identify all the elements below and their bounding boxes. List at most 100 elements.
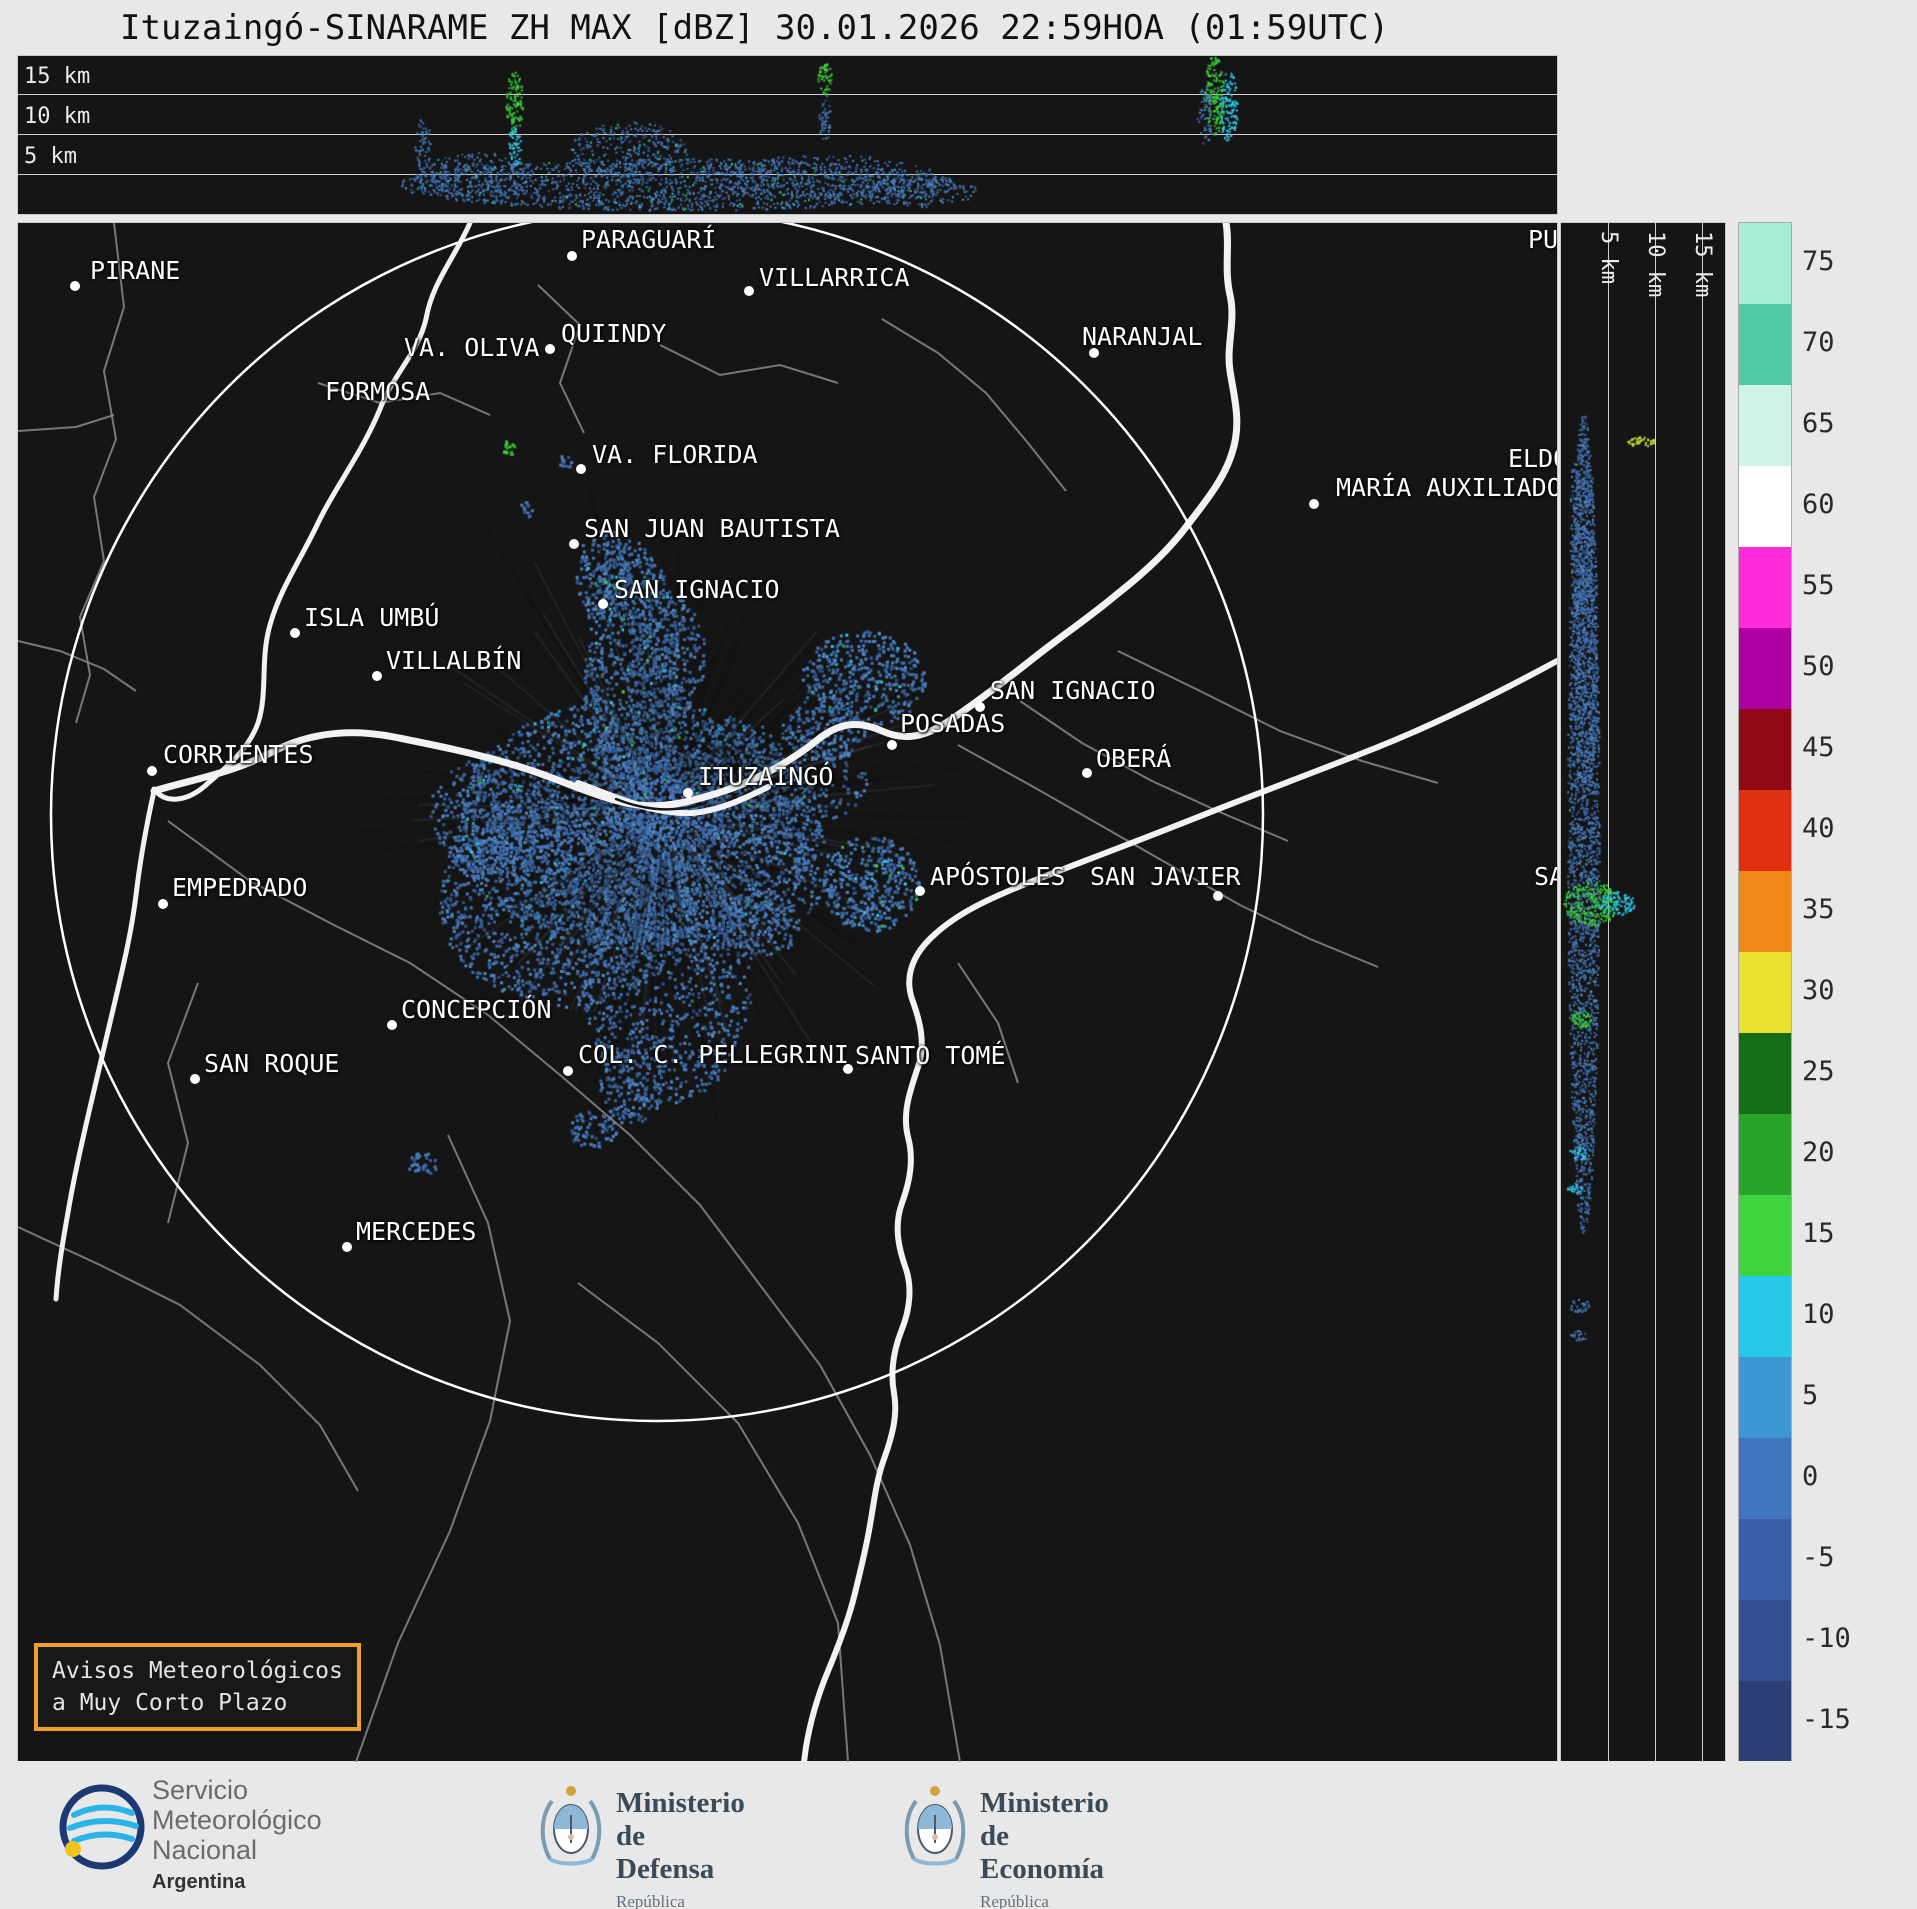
province-border bbox=[167, 820, 961, 1762]
city-layer: PIRANE PARAGUARÍ VILLARRICA QUIINDY VA. OLIV… bbox=[18, 223, 1557, 1762]
colorbar-tick-label: 40 bbox=[1802, 812, 1835, 844]
colorbar-tick-label: 65 bbox=[1802, 407, 1835, 439]
ministry-label: Ministerio bbox=[616, 1787, 745, 1819]
city-label: PIRANE bbox=[90, 256, 181, 285]
city-dot bbox=[975, 702, 985, 712]
city-dot bbox=[1082, 768, 1092, 778]
axis-label-5km: 5 km bbox=[1596, 231, 1621, 284]
city-label: POSADAS bbox=[900, 709, 1006, 738]
axis-label-10km: 10 km bbox=[24, 104, 91, 129]
city-dot bbox=[190, 1074, 200, 1084]
province-border bbox=[18, 1226, 359, 1492]
colorbar-tick-label: 70 bbox=[1802, 326, 1835, 358]
colorbar-tick-label: 25 bbox=[1802, 1055, 1835, 1087]
colorbar-segment bbox=[1739, 1357, 1791, 1439]
river bbox=[150, 223, 1241, 810]
smn-line-3: Nacional bbox=[152, 1835, 258, 1865]
city-dot bbox=[683, 788, 693, 798]
colorbar-tick-label: 75 bbox=[1802, 245, 1835, 277]
city-label: MERCEDES bbox=[356, 1217, 477, 1246]
smn-logo-icon bbox=[59, 1784, 145, 1870]
city-dot bbox=[1309, 499, 1319, 509]
coat-of-arms-icon bbox=[540, 1786, 602, 1866]
city-label: FORMOSA bbox=[325, 377, 431, 406]
city-label: ITUZAINGÓ bbox=[698, 762, 834, 791]
colorbar-tick-label: 60 bbox=[1802, 488, 1835, 520]
warning-line-1: Avisos Meteorológicos bbox=[52, 1658, 343, 1684]
colorbar-tick-label: 0 bbox=[1802, 1460, 1819, 1492]
colorbar-segment bbox=[1739, 1600, 1791, 1682]
smn-wordmark: Servicio Meteorológico Nacional Argentin… bbox=[152, 1775, 322, 1897]
colorbar-tick-label: -15 bbox=[1802, 1703, 1851, 1735]
footer: Servicio Meteorológico Nacional Argentin… bbox=[0, 1761, 1917, 1909]
city-dot bbox=[387, 1020, 397, 1030]
colorbar-segment bbox=[1739, 304, 1791, 386]
province-border bbox=[957, 744, 1379, 968]
city-label: PARAGUARÍ bbox=[581, 225, 717, 254]
province-border bbox=[166, 982, 199, 1224]
city-dot bbox=[1213, 891, 1223, 901]
province-border bbox=[355, 1134, 512, 1762]
city-label: MARÍA AUXILIADOR bbox=[1336, 473, 1558, 502]
province-border bbox=[1117, 650, 1439, 784]
city-label: SANTO TOMÉ bbox=[855, 1041, 1006, 1070]
axis-label-15km: 15 km bbox=[1690, 231, 1715, 298]
page-title: Ituzaingó-SINARAME ZH MAX [dBZ] 30.01.20… bbox=[120, 8, 1390, 48]
colorbar-tick-label: 10 bbox=[1802, 1298, 1835, 1330]
province-border bbox=[957, 962, 1019, 1084]
city-label: NARANJAL bbox=[1082, 322, 1203, 351]
city-label: VA. FLORIDA bbox=[592, 440, 758, 469]
city-dot bbox=[545, 344, 555, 354]
colorbar-tick-label: 15 bbox=[1802, 1217, 1835, 1249]
city-label: VA. OLIVA bbox=[404, 333, 540, 362]
city-dot bbox=[598, 599, 608, 609]
colorbar-segment bbox=[1739, 1438, 1791, 1520]
city-dot bbox=[563, 1066, 573, 1076]
axis-label-15km: 15 km bbox=[24, 64, 91, 89]
top-cross-section-panel: 15 km 10 km 5 km bbox=[17, 55, 1558, 215]
province-border bbox=[537, 284, 585, 434]
axis-label-5km: 5 km bbox=[24, 144, 77, 169]
city-label: SAN IGNACIO bbox=[990, 676, 1156, 705]
colorbar-tick-label: 5 bbox=[1802, 1379, 1819, 1411]
city-dot bbox=[342, 1242, 352, 1252]
province-border bbox=[881, 318, 1067, 492]
colorbar-tick-label: 20 bbox=[1802, 1136, 1835, 1168]
colorbar-segment bbox=[1739, 1195, 1791, 1277]
city-dot bbox=[915, 886, 925, 896]
ministry-economia-text: Ministerio de Economía República Argenti… bbox=[980, 1787, 1109, 1909]
warning-line-2: a Muy Corto Plazo bbox=[52, 1690, 288, 1717]
province-border bbox=[659, 344, 839, 384]
ministry-defensa-text: Ministerio de Defensa República Argentin… bbox=[616, 1787, 745, 1909]
city-label: ELDOR bbox=[1508, 444, 1557, 473]
smn-line-2: Meteorológico bbox=[152, 1805, 322, 1835]
warning-box: Avisos Meteorológicos a Muy Corto Plazo bbox=[34, 1643, 361, 1732]
right-cross-section-panel: 5 km 10 km 15 km bbox=[1560, 222, 1726, 1763]
city-dot bbox=[576, 464, 586, 474]
river bbox=[53, 788, 157, 1302]
radar-map-panel: PIRANE PARAGUARÍ VILLARRICA QUIINDY VA. OLIV… bbox=[17, 222, 1558, 1763]
colorbar-segment bbox=[1739, 1114, 1791, 1196]
river bbox=[801, 658, 1557, 1762]
city-label: SAN JUAN BAUTISTA bbox=[584, 514, 840, 543]
city-label: CONCEPCIÓN bbox=[401, 995, 552, 1024]
colorbar-segment bbox=[1739, 466, 1791, 548]
province-border bbox=[18, 640, 137, 692]
ministry-dept: de Economía bbox=[980, 1820, 1105, 1885]
city-label: SAN JAVIER bbox=[1090, 862, 1241, 891]
colorbar-segment bbox=[1739, 547, 1791, 629]
colorbar-segment bbox=[1739, 1033, 1791, 1115]
city-label: COL. C. PELLEGRINI bbox=[578, 1040, 849, 1069]
colorbar-segment bbox=[1739, 1276, 1791, 1358]
city-label: PUER bbox=[1528, 225, 1558, 254]
colorbar-segment bbox=[1739, 628, 1791, 710]
city-label: EMPEDRADO bbox=[172, 873, 308, 902]
radar-range-circle bbox=[49, 223, 1265, 1423]
river bbox=[575, 780, 771, 817]
city-dot bbox=[744, 286, 754, 296]
city-label: VILLALBÍN bbox=[386, 646, 522, 675]
colorbar-segment bbox=[1739, 223, 1791, 305]
province-border bbox=[75, 223, 126, 724]
smn-country: Argentina bbox=[152, 1871, 246, 1893]
